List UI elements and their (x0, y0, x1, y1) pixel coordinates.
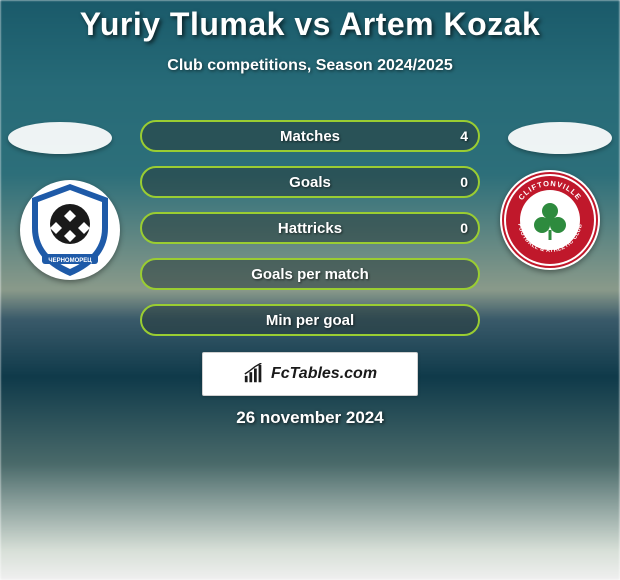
cliftonville-crest-svg: CLIFTONVILLE FOOTBALL & ATHLETIC CLUB (500, 170, 600, 270)
stat-value-right: 0 (460, 220, 468, 236)
stat-row: Min per goal (140, 304, 480, 336)
date-label: 26 november 2024 (0, 408, 620, 428)
stat-value-right: 4 (460, 128, 468, 144)
stat-label: Goals per match (142, 266, 478, 283)
stat-row: Goals0 (140, 166, 480, 198)
fctables-label: FcTables.com (271, 365, 377, 383)
stat-row: Goals per match (140, 258, 480, 290)
stat-row: Hattricks0 (140, 212, 480, 244)
club-crest-left: ЧЕРНОМОРЕЦ (20, 180, 120, 280)
fctables-watermark: FcTables.com (202, 352, 418, 396)
chornomorets-crest-svg: ЧЕРНОМОРЕЦ (20, 180, 120, 280)
stats-rows-container: Matches4Goals0Hattricks0Goals per matchM… (140, 120, 480, 350)
stat-label: Matches (142, 128, 478, 145)
stat-value-right: 0 (460, 174, 468, 190)
page-subtitle: Club competitions, Season 2024/2025 (0, 57, 620, 75)
stat-label: Hattricks (142, 220, 478, 237)
stat-label: Min per goal (142, 312, 478, 329)
page-title: Yuriy Tlumak vs Artem Kozak (0, 0, 620, 43)
svg-text:ЧЕРНОМОРЕЦ: ЧЕРНОМОРЕЦ (48, 258, 92, 264)
stat-row: Matches4 (140, 120, 480, 152)
player-photo-left (8, 122, 112, 154)
player-photo-right (508, 122, 612, 154)
infographic-content: Yuriy Tlumak vs Artem Kozak Club competi… (0, 0, 620, 580)
club-crest-right: CLIFTONVILLE FOOTBALL & ATHLETIC CLUB (500, 170, 600, 270)
stat-label: Goals (142, 174, 478, 191)
chart-bars-icon (243, 363, 265, 385)
